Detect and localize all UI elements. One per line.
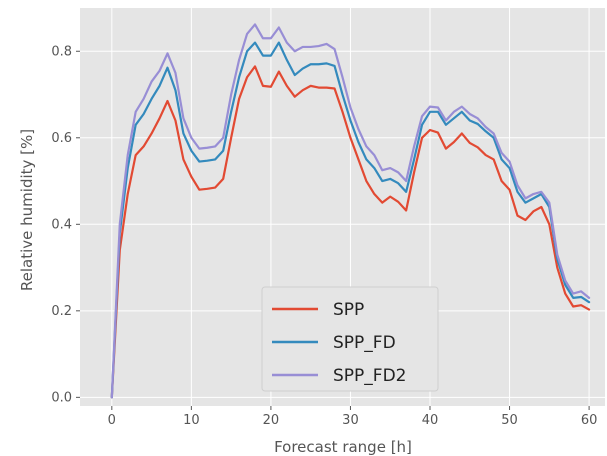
y-tick-label: 0.6	[51, 131, 72, 146]
legend-box	[261, 286, 439, 392]
series-line-spp	[110, 65, 591, 399]
series-line-spp-fd	[110, 41, 591, 399]
y-tick-label: 0.2	[51, 304, 72, 319]
y-tick-label: 0.0	[51, 390, 72, 405]
x-tick-label: 50	[501, 413, 518, 428]
y-axis-label: Relative humidity [%]	[18, 129, 36, 291]
x-tick-label: 0	[108, 413, 116, 428]
tick-labels: 0 10 20 30 40 50 60 0.0 0.2 0.4 0.6 0.8	[51, 44, 597, 428]
series-lines	[110, 23, 591, 399]
x-tick-label: 40	[422, 413, 439, 428]
legend: SPP SPP_FD SPP_FD2	[261, 286, 439, 392]
grid-lines	[80, 8, 605, 406]
legend-label: SPP_FD2	[333, 366, 406, 386]
y-tick-label: 0.8	[51, 44, 72, 59]
x-axis-label: Forecast range [h]	[274, 438, 412, 456]
y-tick-label: 0.4	[51, 217, 72, 232]
x-tick-label: 10	[183, 413, 200, 428]
x-tick-label: 30	[342, 413, 359, 428]
legend-label: SPP_FD	[333, 333, 396, 353]
series-line-spp-fd2	[110, 23, 591, 399]
x-tick-label: 20	[263, 413, 280, 428]
legend-label: SPP	[333, 300, 364, 320]
x-tick-label: 60	[581, 413, 598, 428]
